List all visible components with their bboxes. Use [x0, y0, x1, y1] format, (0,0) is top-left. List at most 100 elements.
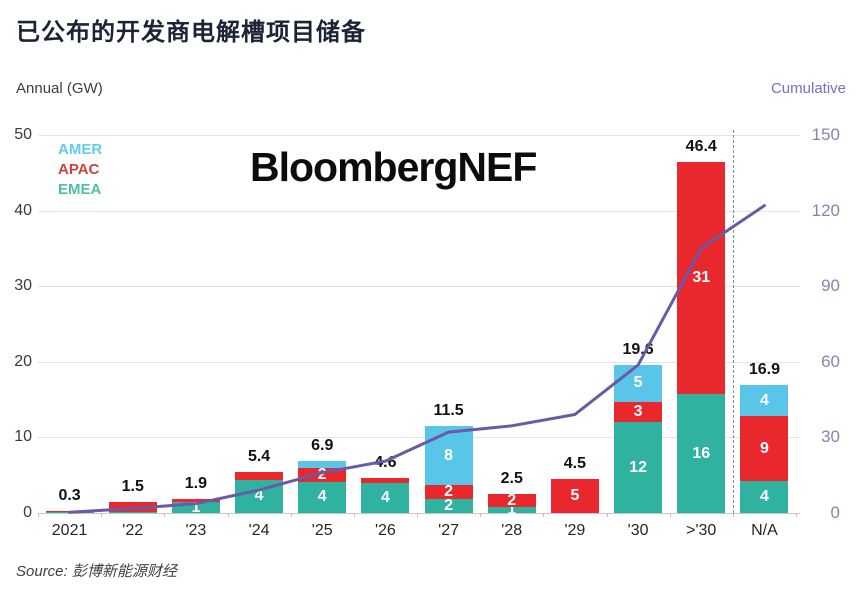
bar-segment-emea-9: 12	[614, 422, 663, 513]
bar-segment-value: 9	[759, 439, 769, 457]
bar-segment-value: 2	[444, 496, 454, 514]
x-axis-label: >'30	[686, 522, 717, 539]
bar-total-label: 4.6	[374, 454, 397, 472]
x-axis-label: '25	[311, 522, 333, 539]
bar-segment-value: 12	[629, 458, 647, 476]
legend-item-apac: APAC	[58, 161, 100, 178]
x-axis-label: '29	[564, 522, 586, 539]
bar-segment-value: 2	[317, 465, 327, 483]
x-axis-label: 2021	[51, 522, 88, 539]
bar-segment-value: 8	[444, 446, 454, 464]
x-axis-label: '28	[501, 522, 523, 539]
bar-segment-emea-11: 4	[740, 481, 789, 513]
x-axis-label: '26	[374, 522, 396, 539]
bar-segment-emea-6: 2	[424, 496, 473, 514]
left-axis-tick-label: 0	[23, 504, 32, 521]
bar-segment-value: 4	[254, 487, 264, 505]
x-axis-tickmark	[543, 513, 545, 517]
x-axis-tickmark	[38, 513, 39, 517]
bar-segment-value: 4	[759, 391, 769, 409]
x-axis-tickmark	[732, 513, 734, 517]
bar-segment-emea-5: 4	[361, 482, 410, 513]
legend: AMER APAC EMEA	[58, 140, 102, 200]
right-axis-tick-label: 0	[830, 503, 840, 522]
bar-segment-apac-9: 3	[614, 401, 663, 423]
x-axis-label: N/A	[751, 522, 778, 539]
bar-segment-value: 5	[633, 374, 643, 392]
right-axis-tick-label: 30	[821, 427, 840, 447]
bar-total-label: 46.4	[685, 138, 717, 156]
bar-segment-emea-0	[45, 512, 94, 514]
left-axis-tick-label: 50	[14, 126, 32, 143]
x-axis-label: '27	[438, 522, 459, 539]
left-axis-tick-label: 10	[14, 428, 32, 446]
bar-segment-amer-11: 4	[740, 385, 789, 417]
right-axis-tick-label: 90	[821, 276, 840, 296]
x-axis-label: '30	[627, 522, 649, 539]
bar-total-label: 16.9	[748, 361, 780, 379]
bar-segment-apac-3	[235, 472, 284, 480]
bar-segment-emea-3: 4	[235, 479, 284, 513]
legend-item-emea: EMEA	[58, 181, 102, 198]
bar-segment-emea-4: 4	[298, 482, 347, 513]
bar-segment-emea-10: 16	[677, 394, 726, 513]
bar-segment-apac-1	[108, 501, 157, 513]
left-axis-title: Annual (GW)	[16, 80, 103, 97]
bar-segment-apac-2	[171, 498, 220, 503]
bar-segment-amer-4	[298, 460, 347, 468]
bar-total-label: 6.9	[311, 436, 334, 454]
bar-segment-apac-11: 9	[740, 416, 789, 482]
x-axis-tickmark	[164, 513, 166, 517]
bar-segment-value: 4	[759, 488, 769, 506]
x-axis-tickmark	[606, 513, 608, 517]
left-axis-tick-label: 40	[14, 201, 32, 219]
bar-segment-apac-8: 5	[550, 478, 599, 513]
bar-segment-value: 5	[570, 486, 580, 504]
bar-segment-value: 31	[692, 269, 711, 287]
na-separator-line	[732, 130, 734, 513]
bar-segment-apac-5	[361, 478, 410, 483]
right-axis-tick-label: 60	[821, 351, 840, 371]
bar-segment-amer-6: 8	[424, 426, 473, 485]
right-axis-tick-label: 150	[811, 125, 840, 144]
bar-segment-value: 4	[317, 488, 327, 506]
x-axis-tickmark	[417, 513, 418, 517]
x-axis-tickmark	[101, 513, 103, 517]
x-axis-tickmark	[290, 513, 292, 517]
gridline	[38, 135, 800, 136]
x-axis-label: '22	[122, 522, 144, 539]
bar-segment-apac-7: 2	[487, 491, 536, 509]
bar-segment-emea-1	[108, 512, 157, 514]
bar-total-label: 4.5	[563, 454, 587, 472]
bar-segment-amer-9: 5	[614, 364, 663, 402]
bar-segment-value: 2	[444, 482, 454, 500]
bloombergnef-watermark: BloombergNEF	[250, 144, 537, 190]
left-axis-tick-label: 30	[14, 277, 32, 295]
x-axis-label: '24	[248, 522, 270, 539]
legend-item-amer: AMER	[58, 141, 103, 158]
page-title: 已公布的开发商电解槽项目储备	[16, 19, 366, 46]
bar-segment-value: 3	[633, 403, 643, 421]
right-axis-tick-label: 120	[811, 200, 840, 220]
bar-segment-emea-2: 1	[171, 499, 220, 515]
bar-segment-value: 4	[380, 488, 390, 506]
bar-segment-apac-4: 2	[298, 465, 347, 483]
bar-total-label: 19.6	[622, 340, 654, 358]
right-axis-title: Cumulative	[770, 80, 846, 97]
bar-total-label: 11.5	[433, 402, 464, 420]
bar-segment-value: 2	[507, 491, 517, 509]
left-axis-tick-label: 20	[14, 352, 32, 370]
x-axis-tickmark	[353, 513, 355, 517]
bar-segment-apac-0	[45, 510, 94, 513]
bar-total-label: 1.9	[184, 474, 208, 492]
x-axis-label: '23	[185, 522, 207, 539]
bar-segment-value: 16	[692, 444, 711, 462]
x-axis-tickmark	[227, 513, 229, 517]
x-axis-tickmark	[669, 513, 671, 517]
bar-segment-apac-10: 31	[677, 162, 726, 395]
bar-segment-apac-6: 2	[424, 482, 473, 500]
x-axis-tickmark	[796, 513, 797, 517]
source-text: Source: 彭博新能源财经	[16, 563, 177, 580]
x-axis-tickmark	[480, 513, 482, 517]
